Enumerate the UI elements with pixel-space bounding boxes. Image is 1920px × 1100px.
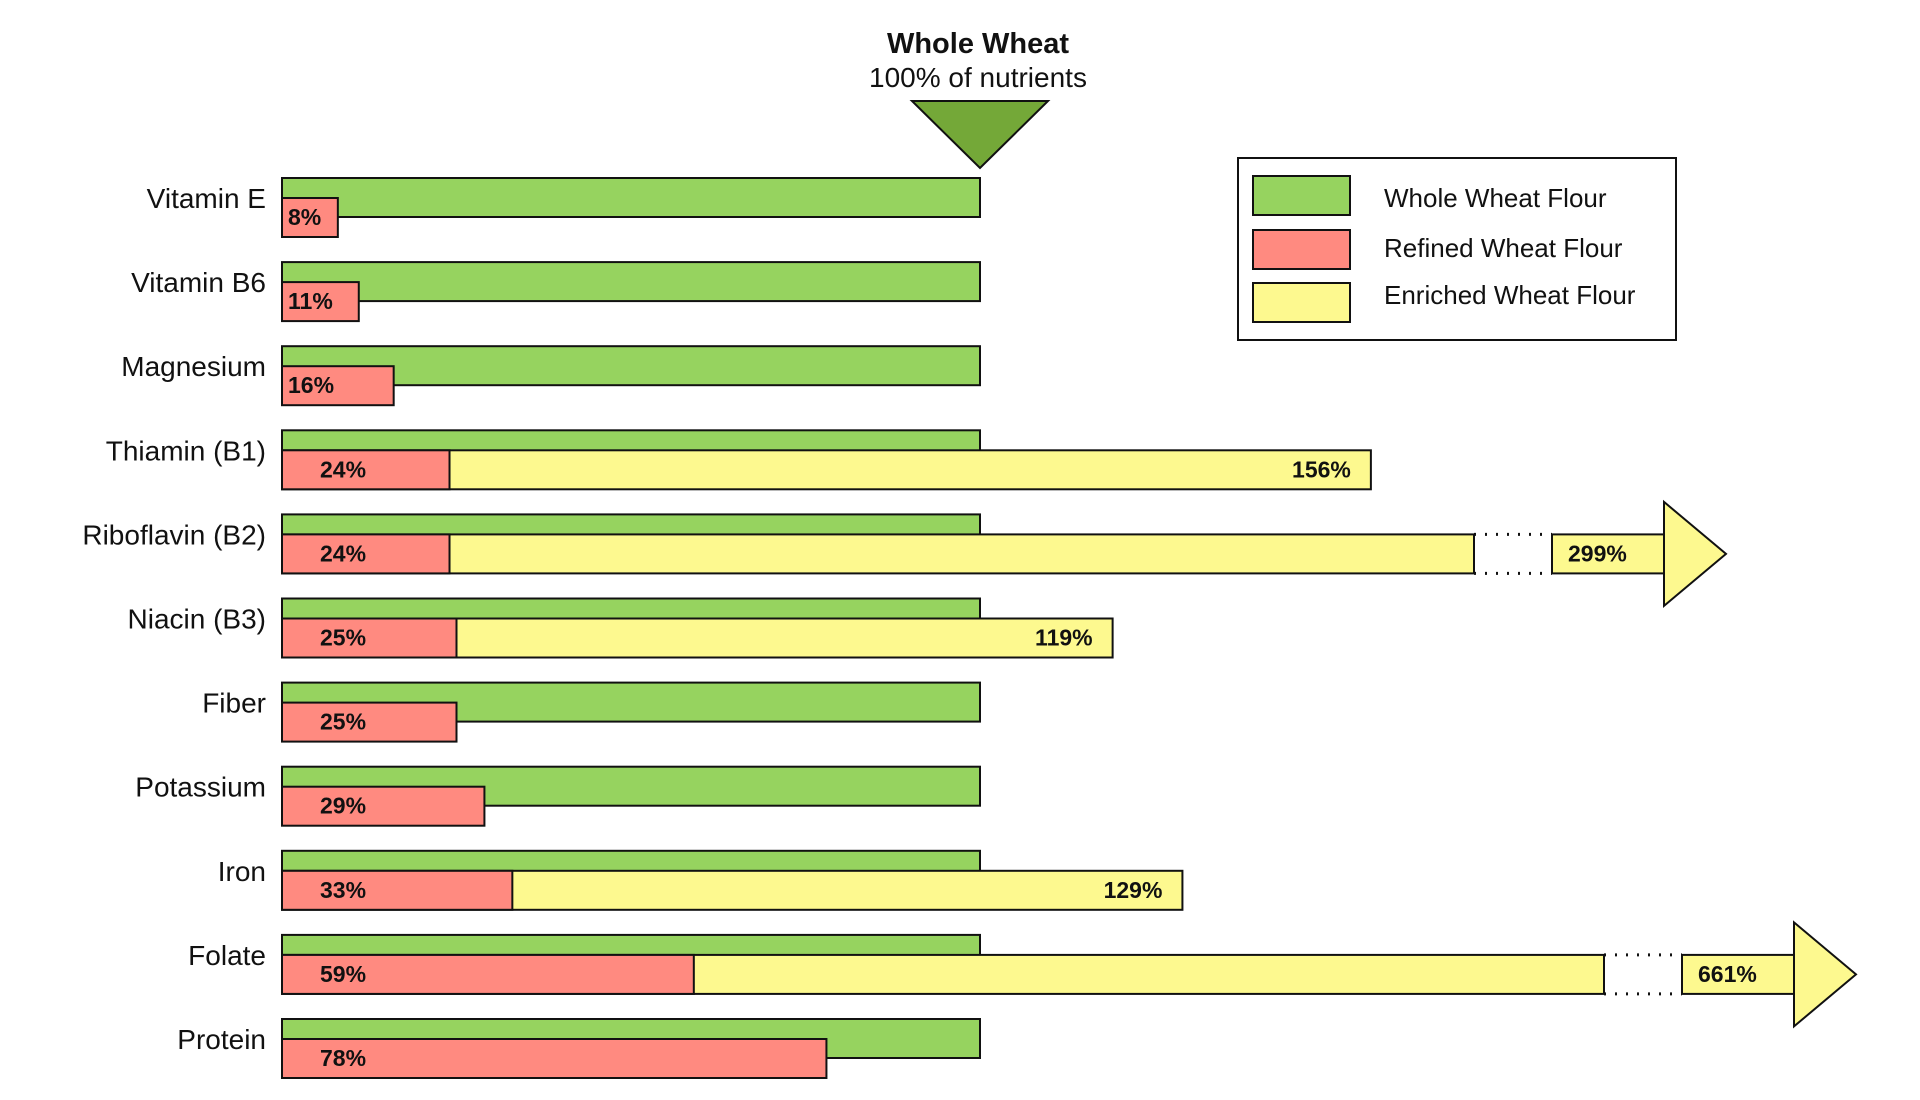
enriched-wheat-bar-tail-riboflavin-b2 [1551, 533, 1665, 575]
enriched-value-label-folate: 661% [1698, 961, 1757, 987]
refined-wheat-bar-vitamin-b6 [281, 281, 360, 323]
category-label-fiber: Fiber [202, 688, 266, 719]
chart-subtitle-text: 100% of nutrients [869, 62, 1087, 93]
legend: Whole Wheat Flour Refined Wheat Flour En… [1237, 157, 1677, 341]
category-label-magnesium: Magnesium [121, 351, 266, 382]
refined-value-label-potassium: 29% [320, 793, 366, 819]
refined-value-label-protein: 78% [320, 1045, 366, 1071]
category-label-niacin-b3: Niacin (B3) [128, 604, 266, 635]
legend-label-whole-wheat: Whole Wheat Flour [1384, 183, 1607, 213]
enriched-wheat-bar-riboflavin-b2 [281, 533, 1475, 575]
refined-wheat-bar-magnesium [281, 365, 395, 407]
legend-label-enriched-wheat: Enriched Wheat Flour [1384, 280, 1636, 310]
bars-group: Vitamin E 8% Vitamin B6 11% Magnesium 16% Thia… [82, 177, 1858, 1079]
refined-wheat-bar-protein [281, 1038, 828, 1079]
category-label-vitamin-e: Vitamin E [147, 183, 266, 214]
refined-value-label-fiber: 25% [320, 709, 366, 735]
refined-value-label-magnesium: 16% [288, 372, 334, 398]
category-label-thiamin-b1: Thiamin (B1) [106, 435, 266, 466]
whole-wheat-bar-magnesium [281, 345, 981, 387]
category-label-vitamin-b6: Vitamin B6 [131, 267, 266, 298]
refined-wheat-bar-fiber [281, 701, 458, 743]
enriched-overflow-arrow-riboflavin-b2 [1663, 499, 1728, 609]
refined-value-label-vitamin-b6: 11% [288, 288, 333, 314]
refined-wheat-bar-iron [281, 869, 514, 911]
refined-wheat-bar-vitamin-e [281, 197, 339, 238]
chart-title: Whole Wheat 100% of nutrients [869, 28, 1087, 170]
refined-wheat-bar-potassium [281, 785, 486, 827]
legend-swatch-enriched-wheat [1252, 282, 1351, 323]
category-label-protein: Protein [177, 1024, 266, 1055]
whole-wheat-bar-vitamin-b6 [281, 261, 981, 303]
enriched-value-label-thiamin-b1: 156% [1292, 456, 1351, 482]
refined-value-label-vitamin-e: 8% [288, 204, 321, 230]
enriched-value-label-niacin-b3: 119% [1035, 625, 1093, 651]
refined-wheat-bar-thiamin-b1 [281, 449, 451, 491]
refined-value-label-riboflavin-b2: 24% [320, 540, 366, 566]
enriched-overflow-arrow-folate [1793, 920, 1858, 1029]
legend-swatch-whole-wheat [1252, 175, 1351, 216]
enriched-value-label-iron: 129% [1104, 877, 1163, 903]
category-label-potassium: Potassium [135, 772, 266, 803]
whole-wheat-bar-vitamin-e [281, 177, 981, 218]
legend-label-refined-wheat: Refined Wheat Flour [1384, 233, 1623, 263]
refined-wheat-bar-folate [281, 953, 695, 995]
refined-value-label-niacin-b3: 25% [320, 625, 366, 651]
category-label-iron: Iron [218, 856, 266, 887]
refined-wheat-bar-niacin-b3 [281, 617, 458, 659]
enriched-wheat-bar-thiamin-b1 [281, 449, 1372, 491]
enriched-value-label-riboflavin-b2: 299% [1568, 540, 1627, 566]
full-nutrients-marker-triangle [909, 100, 1051, 170]
category-label-riboflavin-b2: Riboflavin (B2) [82, 519, 266, 550]
chart-title-text: Whole Wheat [887, 28, 1069, 60]
refined-value-label-iron: 33% [320, 877, 366, 903]
legend-swatch-refined-wheat [1252, 229, 1351, 270]
refined-value-label-folate: 59% [320, 961, 366, 987]
category-label-folate: Folate [188, 940, 266, 971]
refined-wheat-bar-riboflavin-b2 [281, 533, 451, 575]
refined-value-label-thiamin-b1: 24% [320, 456, 366, 482]
